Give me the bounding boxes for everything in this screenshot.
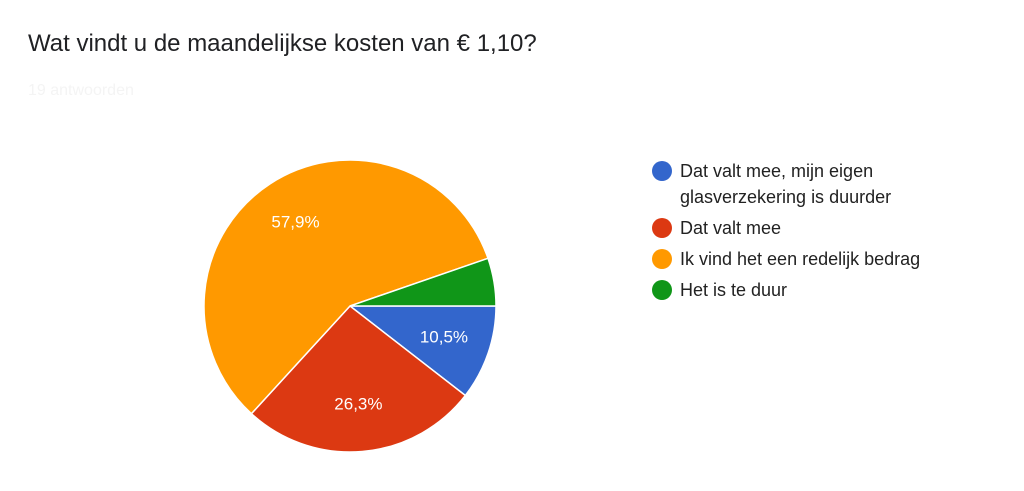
legend-item: Dat valt mee: [652, 215, 972, 241]
chart-title: Wat vindt u de maandelijkse kosten van €…: [28, 30, 537, 57]
legend-swatch: [652, 280, 672, 300]
pie-slice: [250, 304, 467, 453]
legend-swatch: [652, 218, 672, 238]
legend-swatch: [652, 249, 672, 269]
slice-label: 57,9%: [271, 213, 319, 232]
legend-item: Het is te duur: [652, 277, 972, 303]
pie-slice: [349, 257, 497, 307]
pie-slice: [347, 305, 497, 397]
legend-swatch: [652, 161, 672, 181]
chart-subtitle: 19 antwoorden: [28, 82, 134, 99]
legend: Dat valt mee, mijn eigen glasverzekering…: [652, 158, 972, 308]
legend-label: Dat valt mee: [680, 218, 782, 238]
legend-item: Dat valt mee, mijn eigen glasverzekering…: [652, 158, 972, 210]
pie-slice: [203, 159, 489, 415]
legend-item: Ik vind het een redelijk bedrag: [652, 246, 972, 272]
legend-label: Het is te duur: [680, 280, 788, 300]
slice-label: 26,3%: [334, 394, 382, 413]
legend-label: Dat valt mee, mijn eigen glasverzekering…: [680, 161, 892, 207]
legend-label: Ik vind het een redelijk bedrag: [680, 249, 921, 269]
slice-label: 10,5%: [420, 328, 468, 347]
